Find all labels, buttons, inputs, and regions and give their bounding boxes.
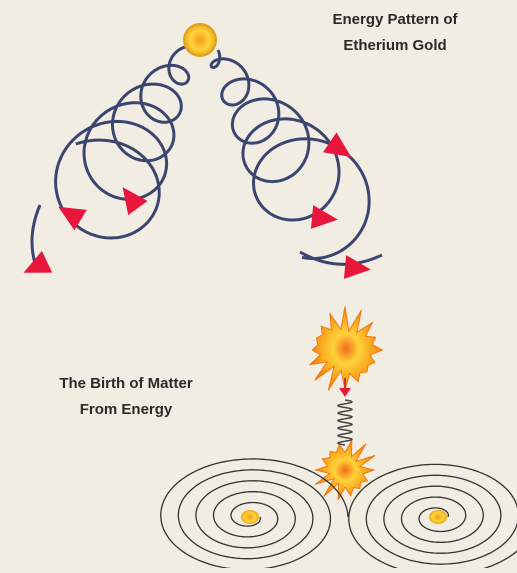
background	[0, 0, 517, 573]
page: Energy Pattern of Etherium Gold The Birt…	[0, 0, 517, 573]
matter-core	[429, 510, 447, 524]
top-caption-line: Energy Pattern of	[332, 11, 458, 28]
gold-source	[184, 24, 216, 56]
top-caption-line: Etherium Gold	[343, 37, 446, 54]
bottom-caption-line: The Birth of Matter	[59, 375, 192, 392]
bottom-caption-line: From Energy	[80, 401, 173, 418]
diagram: Energy Pattern of Etherium Gold The Birt…	[0, 0, 517, 573]
matter-core	[241, 510, 259, 524]
bottom-mask	[0, 568, 517, 573]
